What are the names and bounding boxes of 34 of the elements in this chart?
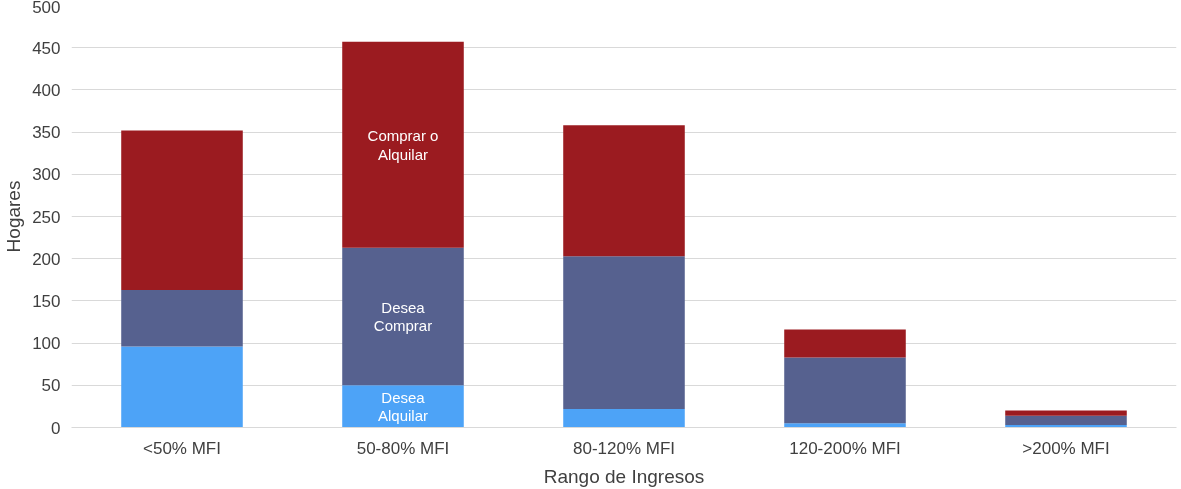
bar (1005, 415, 1127, 425)
x-tick-label: >200% MFI (1022, 438, 1110, 458)
bar (563, 256, 685, 409)
bar (121, 130, 243, 290)
x-axis-title: Rango de Ingresos (543, 465, 705, 487)
bar (784, 329, 906, 358)
y-axis-title: Hogares (3, 180, 25, 253)
bar (121, 289, 243, 347)
bar (342, 247, 464, 386)
bar (1005, 410, 1127, 416)
series-label: Desea Alquilar (377, 388, 429, 425)
x-tick-label: 50-80% MFI (356, 438, 450, 458)
y-tick-label: 300 (32, 165, 61, 185)
x-tick-label: <50% MFI (143, 438, 221, 458)
y-tick-label: 400 (32, 80, 61, 100)
y-tick-label: 350 (32, 123, 61, 143)
bar (121, 346, 243, 428)
y-tick-label: 100 (32, 334, 61, 354)
bar (342, 41, 464, 248)
y-tick-label: 200 (32, 249, 61, 269)
y-tick-label: 250 (32, 207, 61, 227)
series-label: Desea Comprar (373, 298, 433, 335)
y-tick-label: 450 (32, 38, 61, 58)
y-tick-label: 500 (32, 0, 61, 17)
x-tick-label: 80-120% MFI (572, 438, 676, 458)
bar (784, 423, 906, 428)
bar (563, 125, 685, 257)
bar (784, 357, 906, 424)
y-tick-label: 150 (32, 291, 61, 311)
x-tick-label: 120-200% MFI (789, 438, 901, 458)
y-tick-label: 0 (51, 418, 61, 438)
bar (563, 408, 685, 428)
series-label: Comprar o Alquilar (367, 126, 439, 163)
y-tick-label: 50 (41, 376, 61, 396)
